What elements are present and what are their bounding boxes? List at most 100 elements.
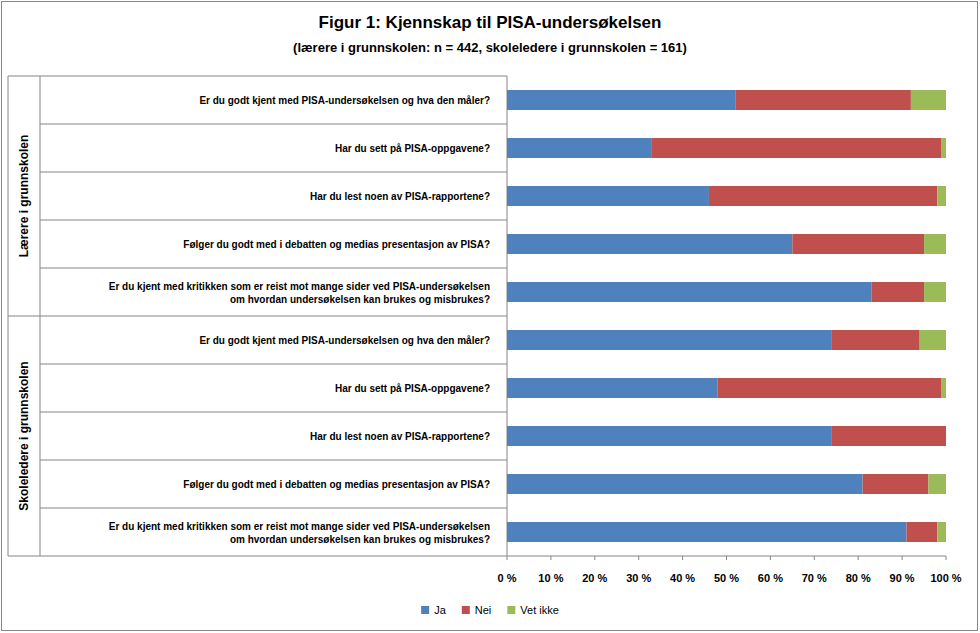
bar-segment (832, 426, 946, 446)
x-tick-label: 90 % (890, 572, 915, 584)
bar-segment (871, 282, 924, 302)
bar-segment (928, 474, 946, 494)
category-label: Følger du godt med i debatten og medias … (183, 479, 490, 490)
bar-segment (920, 330, 946, 350)
group-label: Skoleledere i grunnskolen (17, 361, 31, 510)
x-tick (550, 556, 551, 560)
x-tick (946, 556, 947, 560)
x-tick-label: 40 % (670, 572, 695, 584)
category-label: Er du kjent med kritikken som er reist m… (109, 281, 490, 305)
bar-segment (507, 138, 652, 158)
bar-segment (507, 282, 871, 302)
bar-segment (718, 378, 942, 398)
category-label-line: om hvordan undersøkelsen kan brukes og m… (230, 294, 490, 305)
bar-segment (792, 234, 924, 254)
category-label-line: Har du sett på PISA-oppgavene? (335, 143, 490, 154)
category-label-line: Har du lest noen av PISA-rapportene? (310, 191, 490, 202)
row-line (40, 172, 507, 173)
legend-label: Vet ikke (520, 604, 559, 616)
legend-label: Nei (475, 604, 492, 616)
bar-segment (942, 138, 946, 158)
category-label: Har du sett på PISA-oppgavene? (335, 383, 490, 394)
bar-segment (507, 426, 832, 446)
x-tick-label: 80 % (846, 572, 871, 584)
x-tick (726, 556, 727, 560)
row-line (40, 412, 507, 413)
category-label-line: Følger du godt med i debatten og medias … (183, 479, 490, 490)
x-tick-label: 50 % (714, 572, 739, 584)
bar-segment (942, 378, 946, 398)
category-label-line: Har du lest noen av PISA-rapportene? (310, 431, 490, 442)
bar-segment (946, 426, 947, 446)
legend-swatch (421, 606, 429, 614)
group-label: Lærere i grunnskolen (17, 135, 31, 258)
table-edge (8, 76, 9, 556)
category-label-line: om hvordan undersøkelsen kan brukes og m… (230, 534, 490, 545)
row-line (40, 124, 507, 125)
category-label: Er du kjent med kritikken som er reist m… (109, 521, 490, 545)
category-label-line: Følger du godt med i debatten og medias … (183, 239, 490, 250)
subtitle: (lærere i grunnskolen: n = 442, skoleled… (293, 40, 687, 55)
bar-segment (709, 186, 937, 206)
row-line (40, 268, 507, 269)
bar-segment (863, 474, 929, 494)
category-label-line: Har du sett på PISA-oppgavene? (335, 383, 490, 394)
x-tick-label: 70 % (802, 572, 827, 584)
x-tick-label: 10 % (538, 572, 563, 584)
bar-segment (507, 186, 709, 206)
bar-segment (906, 522, 937, 542)
category-label: Følger du godt med i debatten og medias … (183, 239, 490, 250)
bar-segment (507, 522, 906, 542)
group-line (8, 316, 507, 317)
x-tick (594, 556, 595, 560)
bar-segment (832, 330, 920, 350)
category-label: Har du lest noen av PISA-rapportene? (310, 191, 490, 202)
bar-segment (735, 90, 911, 110)
bar-segment (507, 330, 832, 350)
row-line (40, 460, 507, 461)
bar-segment (911, 90, 946, 110)
category-label-line: Er du godt kjent med PISA-undersøkelsen … (199, 95, 490, 106)
legend-swatch (507, 606, 515, 614)
legend-swatch (462, 606, 470, 614)
category-label-line: Er du godt kjent med PISA-undersøkelsen … (199, 335, 490, 346)
row-line (40, 220, 507, 221)
category-label-line: Er du kjent med kritikken som er reist m… (109, 521, 490, 532)
bar-segment (937, 522, 946, 542)
table-lines (8, 76, 946, 556)
row-line (40, 364, 507, 365)
chart: Figur 1: Kjennskap til PISA-undersøkelse… (0, 0, 980, 633)
x-tick (682, 556, 683, 560)
x-tick-label: 0 % (498, 572, 517, 584)
x-tick (638, 556, 639, 560)
title: Figur 1: Kjennskap til PISA-undersøkelse… (319, 13, 662, 32)
x-tick-label: 60 % (758, 572, 783, 584)
row-line (8, 76, 507, 77)
bars (507, 90, 946, 542)
bar-segment (924, 282, 946, 302)
group-line (8, 556, 507, 557)
x-tick-label: 20 % (582, 572, 607, 584)
bar-segment (507, 90, 735, 110)
bar-segment (937, 186, 946, 206)
row-line (40, 508, 507, 509)
bar-segment (924, 234, 946, 254)
bar-segment (507, 474, 863, 494)
bar-segment (507, 234, 792, 254)
category-label: Har du sett på PISA-oppgavene? (335, 143, 490, 154)
bar-segment (652, 138, 942, 158)
table-edge (40, 76, 41, 556)
category-label: Har du lest noen av PISA-rapportene? (310, 431, 490, 442)
bar-segment (507, 378, 718, 398)
x-tick (814, 556, 815, 560)
legend-label: Ja (434, 604, 447, 616)
x-tick-label: 30 % (626, 572, 651, 584)
category-label: Er du godt kjent med PISA-undersøkelsen … (199, 335, 490, 346)
x-tick-label: 100 % (930, 572, 961, 584)
x-tick (902, 556, 903, 560)
legend: Ja Nei Vet ikke (421, 604, 559, 616)
x-tick (858, 556, 859, 560)
x-tick (770, 556, 771, 560)
chart-frame (2, 2, 978, 631)
category-label-line: Er du kjent med kritikken som er reist m… (109, 281, 490, 292)
